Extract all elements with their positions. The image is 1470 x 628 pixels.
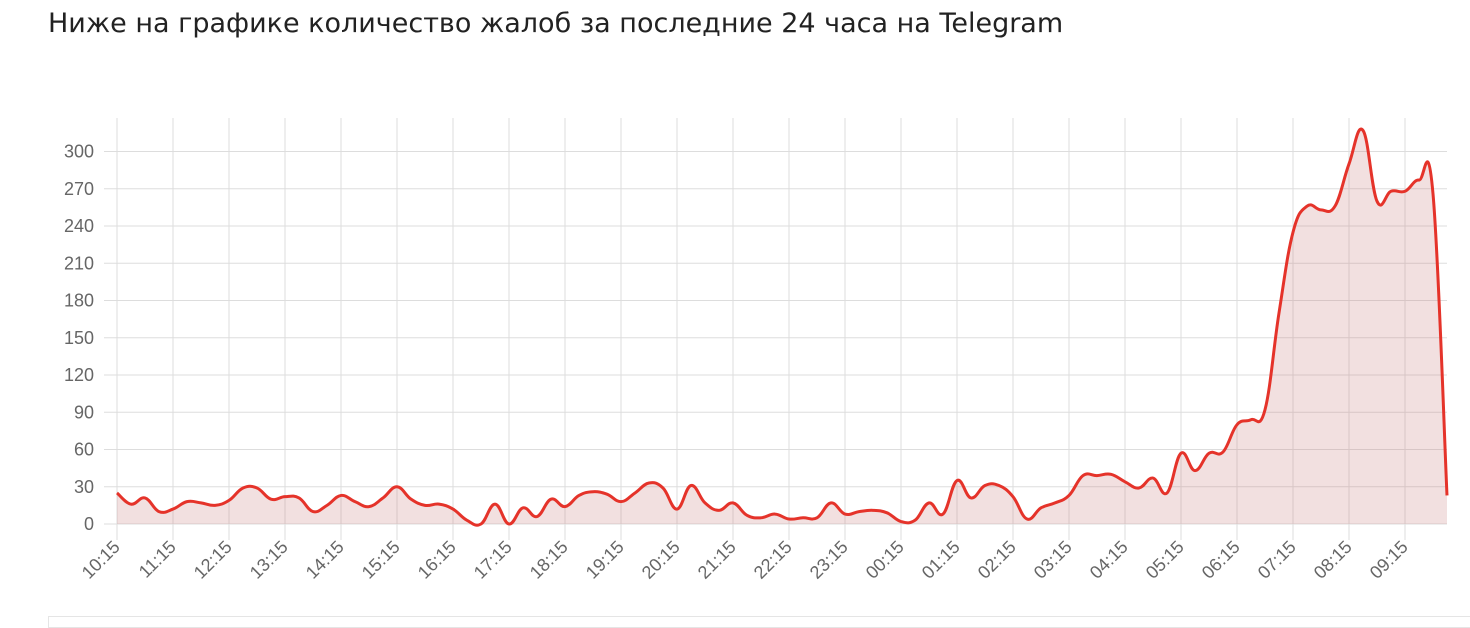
x-tick-label: 06:15 (1198, 537, 1244, 583)
y-tick-label: 60 (74, 440, 94, 460)
x-tick-label: 16:15 (414, 537, 460, 583)
y-tick-label: 180 (64, 291, 94, 311)
x-tick-label: 21:15 (694, 537, 740, 583)
panel-border (48, 616, 1470, 628)
x-tick-label: 22:15 (750, 537, 796, 583)
x-tick-label: 07:15 (1254, 537, 1300, 583)
y-tick-label: 300 (64, 142, 94, 162)
y-tick-label: 240 (64, 216, 94, 236)
x-tick-label: 17:15 (470, 537, 516, 583)
x-tick-label: 08:15 (1310, 537, 1356, 583)
y-tick-label: 270 (64, 179, 94, 199)
y-tick-label: 30 (74, 477, 94, 497)
x-tick-label: 23:15 (806, 537, 852, 583)
x-tick-label: 11:15 (135, 537, 180, 582)
x-tick-label: 20:15 (638, 537, 684, 583)
x-tick-label: 00:15 (862, 537, 908, 583)
x-tick-label: 13:15 (246, 537, 292, 583)
x-tick-label: 01:15 (918, 537, 964, 583)
chart-title: Ниже на графике количество жалоб за посл… (48, 8, 1064, 39)
line (115, 127, 1449, 527)
y-tick-label: 120 (64, 365, 94, 385)
x-tick-label: 09:15 (1366, 537, 1412, 583)
area (117, 129, 1447, 526)
x-tick-label: 02:15 (974, 537, 1020, 583)
y-tick-label: 210 (64, 253, 94, 273)
y-tick-label: 150 (64, 328, 94, 348)
x-tick-label: 12:15 (190, 537, 236, 583)
y-tick-label: 90 (74, 402, 94, 422)
y-tick-label: 0 (84, 514, 94, 534)
x-tick-label: 15:15 (358, 537, 404, 583)
x-tick-label: 18:15 (526, 537, 572, 583)
x-tick-label: 14:15 (302, 537, 348, 583)
x-tick-label: 19:15 (582, 537, 628, 583)
x-tick-label: 03:15 (1030, 537, 1076, 583)
x-tick-label: 05:15 (1142, 537, 1188, 583)
x-tick-label: 04:15 (1086, 537, 1132, 583)
x-tick-label: 10:15 (78, 537, 124, 583)
